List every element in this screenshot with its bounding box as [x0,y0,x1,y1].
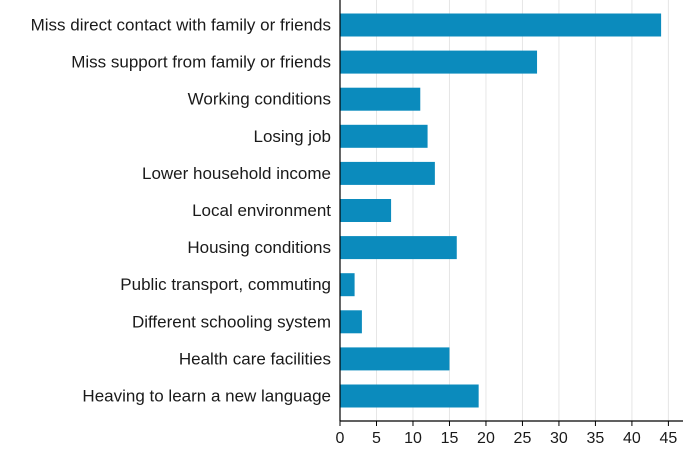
bar [340,347,450,371]
x-tick-label: 45 [660,430,678,447]
bar [340,310,362,334]
bar [340,87,421,111]
bar [340,124,428,148]
x-tick-label: 35 [587,430,605,447]
category-label: Working conditions [188,90,331,109]
bar [340,161,435,185]
category-label: Local environment [192,201,331,220]
bar [340,199,392,222]
category-label: Public transport, commuting [120,275,331,294]
bar [340,273,355,297]
category-label: Miss support from family or friends [71,53,331,72]
bar [340,384,479,408]
category-labels: Miss direct contact with family or frien… [31,16,332,406]
category-label: Different schooling system [132,312,331,331]
bars [340,13,662,408]
category-label: Miss direct contact with family or frien… [31,16,331,35]
x-tick-label: 0 [336,430,345,447]
bar [340,236,457,260]
x-tick-label: 5 [372,430,381,447]
bar [340,50,538,74]
x-tick-label: 10 [404,430,422,447]
category-label: Housing conditions [187,238,331,257]
x-tick-label: 20 [477,430,495,447]
x-tick-label: 25 [514,430,532,447]
category-label: Health care facilities [179,349,331,368]
category-label: Losing job [253,127,331,146]
axes: 0 5 10 15 20 25 30 35 40 45 [336,0,683,447]
x-tick-label: 30 [550,430,568,447]
x-tick-label: 40 [623,430,641,447]
category-label: Lower household income [142,164,331,183]
bar [340,13,662,37]
category-label: Heaving to learn a new language [82,387,331,406]
x-tick-label: 15 [441,430,459,447]
